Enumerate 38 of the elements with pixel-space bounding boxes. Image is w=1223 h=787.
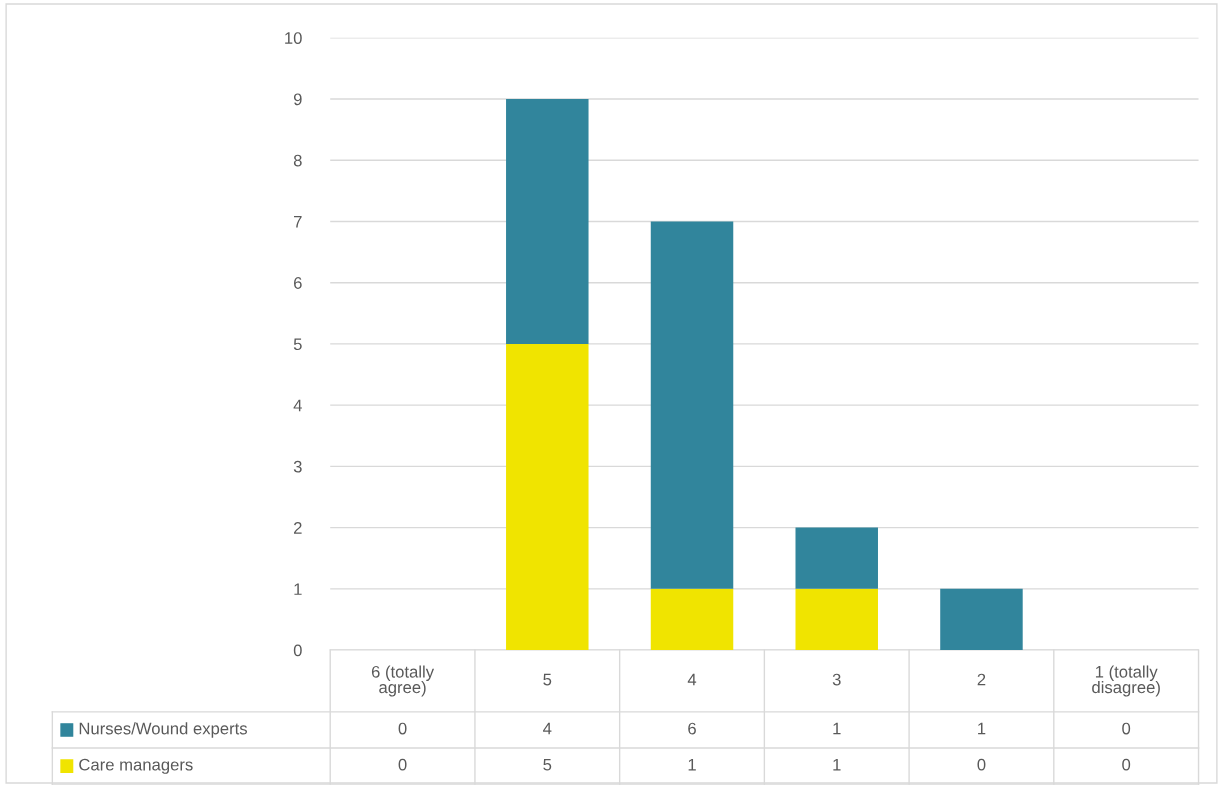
legend-label: Nurses/Wound experts	[79, 722, 248, 738]
x-tick-label: 2	[977, 673, 986, 686]
x-tick-label: 3	[832, 673, 841, 686]
y-tick-label: 10	[285, 32, 302, 44]
data-label: 0	[398, 758, 407, 771]
x-tick-label: 5	[543, 673, 552, 686]
data-label: 1	[833, 722, 841, 735]
y-tick-label: 7	[294, 216, 302, 228]
bar	[795, 588, 878, 651]
x-tick-label: 1 (totally disagree)	[1092, 665, 1160, 697]
bar	[650, 221, 734, 589]
bar	[650, 588, 734, 651]
data-label: 1	[978, 722, 986, 735]
legend-label: Care managers	[79, 758, 193, 774]
y-tick-label: 6	[294, 277, 302, 289]
bar	[795, 527, 878, 589]
x-tick-label: 6 (totally agree)	[371, 665, 435, 697]
data-label: 0	[1122, 758, 1131, 771]
data-label: 0	[398, 722, 407, 735]
bar	[506, 99, 589, 344]
bar	[506, 343, 589, 651]
data-label: 0	[1122, 722, 1131, 735]
bar	[940, 588, 1023, 651]
y-tick-label: 1	[294, 583, 302, 595]
y-tick-label: 8	[293, 154, 302, 167]
data-label: 4	[543, 722, 552, 735]
x-tick-label: 4	[687, 673, 697, 686]
data-label: 1	[833, 758, 841, 771]
y-tick-label: 0	[293, 644, 302, 657]
y-tick-label: 5	[293, 338, 302, 351]
data-label: 1	[688, 758, 696, 771]
data-label: 6	[688, 722, 696, 735]
y-tick-label: 3	[293, 460, 302, 473]
y-tick-label: 2	[294, 522, 302, 534]
y-tick-label: 4	[293, 399, 302, 412]
y-tick-label: 9	[293, 93, 302, 106]
data-label: 0	[977, 758, 986, 771]
data-label: 5	[543, 758, 552, 771]
